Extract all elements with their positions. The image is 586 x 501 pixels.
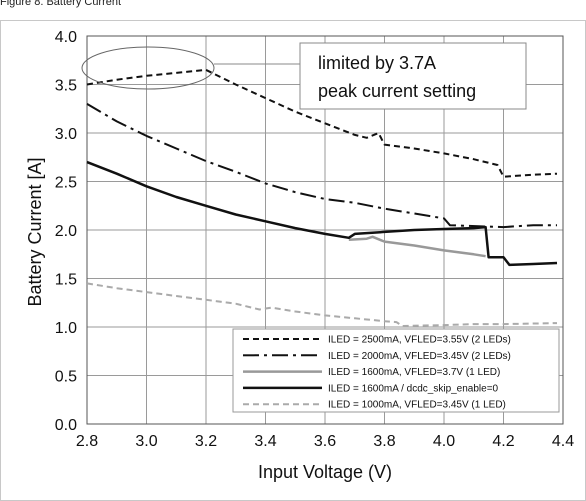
legend-box (232, 328, 560, 413)
legend-label-2: ILED = 2000mA, VFLED=3.45V (2 LEDs) (328, 351, 511, 362)
y-tick-label: 4.0 (55, 29, 77, 46)
y-tick-labels: 0.0 0.5 1.0 1.5 2.0 2.5 3.0 3.5 4.0 (55, 29, 77, 434)
y-tick-label: 3.0 (55, 126, 77, 143)
annotation-line-2: peak current setting (318, 81, 476, 101)
legend-label-1: ILED = 2500mA, VFLED=3.55V (2 LEDs) (328, 335, 511, 346)
x-tick-label: 3.0 (135, 433, 157, 450)
series-line-4 (86, 160, 558, 267)
series-line-5 (86, 282, 558, 327)
legend-label-5: ILED = 1000mA, VFLED=3.45V (1 LED) (328, 400, 506, 411)
y-tick-label: 0.5 (55, 369, 77, 386)
annotation: limited by 3.7A peak current setting (81, 42, 527, 110)
series-line-2 (86, 103, 557, 229)
series-layer (86, 68, 558, 327)
y-tick-label: 2.5 (55, 175, 77, 192)
x-tick-label: 4.2 (492, 433, 514, 450)
plot-frame (86, 35, 564, 425)
y-tick-label: 0.0 (55, 417, 77, 434)
y-tick-label: 1.0 (55, 320, 77, 337)
x-tick-label: 4.0 (433, 433, 455, 450)
plot-area (86, 35, 564, 425)
x-axis-label: Input Voltage (V) (258, 462, 392, 482)
y-tick-label: 1.5 (55, 272, 77, 289)
legend-label-4: ILED = 1600mA / dcdc_skip_enable=0 (328, 383, 499, 394)
x-tick-label: 2.8 (76, 433, 98, 450)
legend: ILED = 2500mA, VFLED=3.55V (2 LEDs) ILED … (232, 328, 560, 413)
x-tick-label: 3.6 (314, 433, 336, 450)
x-tick-labels: 2.8 3.0 3.2 3.4 3.6 3.8 4.0 4.2 4.4 (76, 433, 574, 450)
figure-caption: Figure 8. Battery Current (0, 0, 122, 8)
series-line-1 (86, 68, 558, 178)
annotation-box (299, 42, 527, 110)
x-tick-label: 3.8 (373, 433, 395, 450)
x-tick-label: 3.4 (254, 433, 276, 450)
legend-label-3: ILED = 1600mA, VFLED=3.7V (1 LED) (328, 367, 500, 378)
annotation-ellipse (81, 46, 215, 90)
y-tick-label: 2.0 (55, 223, 77, 240)
annotation-line-1: limited by 3.7A (318, 53, 436, 73)
y-axis-label: Battery Current [A] (25, 157, 45, 306)
x-tick-label: 4.4 (552, 433, 574, 450)
series-line-3 (348, 235, 486, 258)
y-tick-label: 3.5 (55, 78, 77, 95)
x-tick-label: 3.2 (195, 433, 217, 450)
